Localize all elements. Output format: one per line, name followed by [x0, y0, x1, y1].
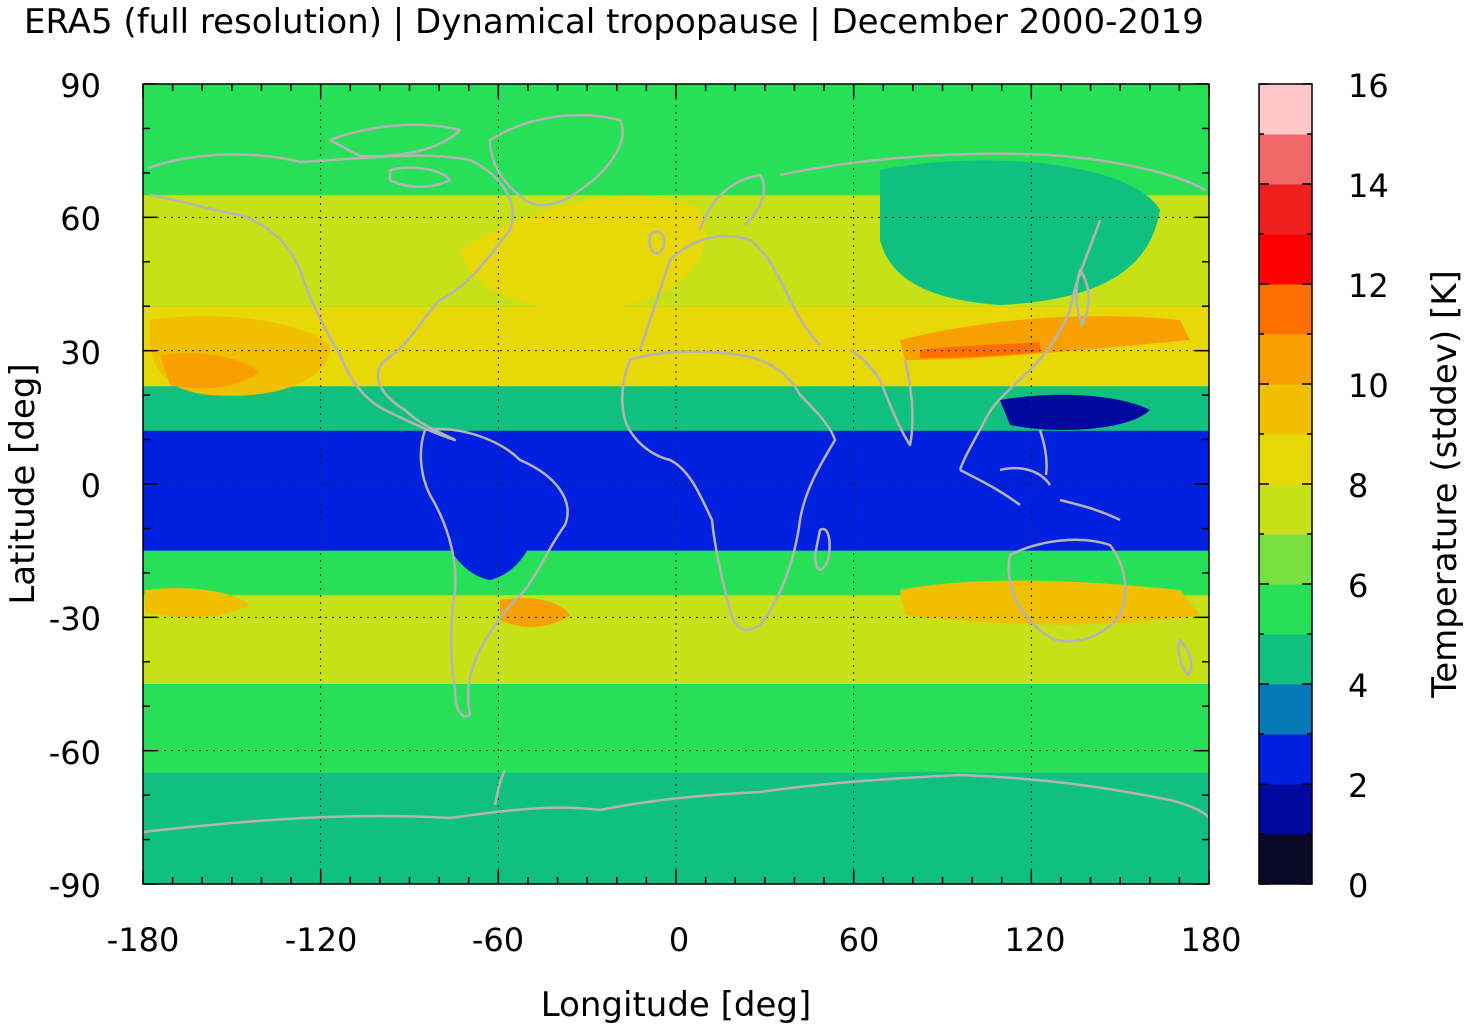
- x-tick-label: 0: [669, 921, 689, 959]
- colorbar-tick-label: 12: [1348, 267, 1389, 305]
- colorbar-swatch: [1259, 734, 1312, 785]
- map-plot-area: [143, 84, 1209, 884]
- y-axis-title: Latitude [deg]: [3, 363, 43, 604]
- colorbar-swatch: [1259, 484, 1312, 535]
- colorbar-swatch: [1259, 284, 1312, 335]
- y-tick-label: -90: [49, 867, 101, 905]
- colorbar-tick-labels: 0 2 4 6 8 10 12 14 16: [1348, 67, 1389, 905]
- y-tick-label: 90: [60, 67, 101, 105]
- colorbar-swatch: [1259, 84, 1312, 135]
- colorbar-tick-label: 8: [1348, 467, 1368, 505]
- y-tick-label: 30: [60, 334, 101, 372]
- colorbar-swatch: [1259, 184, 1312, 235]
- colorbar-swatch: [1259, 234, 1312, 285]
- colorbar-swatch: [1259, 384, 1312, 435]
- colorbar-tick-label: 16: [1348, 67, 1389, 105]
- x-axis-tick-labels: -180 -120 -60 0 60 120 180: [107, 921, 1242, 959]
- colorbar-tick-label: 6: [1348, 567, 1368, 605]
- colorbar-swatch: [1259, 584, 1312, 635]
- colorbar-tick-label: 4: [1348, 667, 1368, 705]
- x-tick-label: 180: [1180, 921, 1241, 959]
- colorbar-tick-label: 14: [1348, 167, 1389, 205]
- x-tick-label: -60: [472, 921, 524, 959]
- colorbar-swatch: [1259, 634, 1312, 685]
- colorbar-title: Temperature (stddev) [K]: [1425, 270, 1465, 699]
- colorbar-tick-label: 10: [1348, 367, 1389, 405]
- x-tick-label: 60: [839, 921, 880, 959]
- x-tick-label: -180: [107, 921, 180, 959]
- x-axis-title: Longitude [deg]: [541, 985, 812, 1025]
- y-axis-tick-labels: 90 60 30 0 -30 -60 -90: [49, 67, 101, 905]
- colorbar-tick-label: 0: [1348, 867, 1368, 905]
- colorbar-swatch: [1259, 784, 1312, 835]
- colorbar-swatch: [1259, 834, 1312, 885]
- y-tick-label: -60: [49, 734, 101, 772]
- colorbar-swatch: [1259, 134, 1312, 185]
- y-tick-label: -30: [49, 600, 101, 638]
- colorbar-tick-label: 2: [1348, 767, 1368, 805]
- colorbar-swatch: [1259, 334, 1312, 385]
- x-tick-label: 120: [1004, 921, 1065, 959]
- colorbar: 0 2 4 6 8 10 12 14 16 Temperature (stdde…: [1259, 67, 1465, 905]
- y-tick-label: 60: [60, 200, 101, 238]
- colorbar-swatch: [1259, 684, 1312, 735]
- colorbar-swatch: [1259, 434, 1312, 485]
- y-tick-label: 0: [81, 467, 101, 505]
- x-tick-label: -120: [285, 921, 358, 959]
- colorbar-swatch: [1259, 534, 1312, 585]
